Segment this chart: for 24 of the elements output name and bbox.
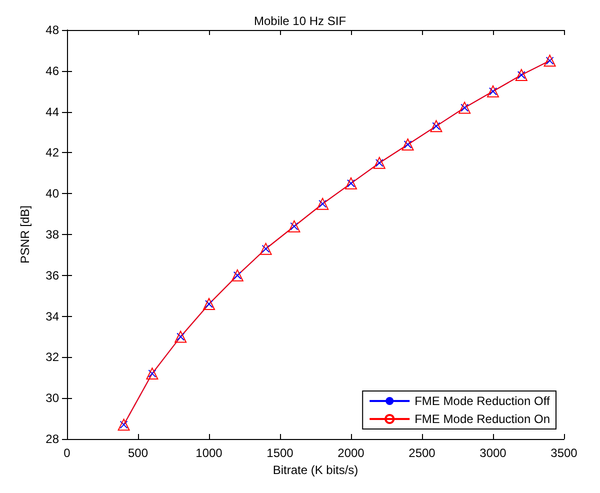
- x-tick-label: 2000: [338, 446, 365, 460]
- y-tick-label: 38: [46, 228, 60, 242]
- y-tick-label: 40: [46, 186, 60, 201]
- x-tick-label: 1000: [196, 446, 223, 460]
- legend-label: FME Mode Reduction On: [414, 412, 550, 426]
- x-tick-label: 3000: [480, 446, 507, 460]
- y-tick-label: 32: [46, 350, 60, 364]
- y-tick-label: 34: [46, 309, 60, 324]
- y-tick-label: 28: [46, 432, 60, 446]
- y-tick-label: 36: [46, 268, 60, 282]
- chart-title: Mobile 10 Hz SIF: [254, 14, 346, 28]
- x-tick-label: 3500: [550, 446, 578, 460]
- y-tick-label: 30: [46, 391, 60, 406]
- y-axis-title: PSNR [dB]: [18, 205, 32, 264]
- y-tick-label: 44: [46, 104, 60, 119]
- y-tick-label: 48: [46, 23, 60, 37]
- x-tick-label: 0: [64, 446, 71, 460]
- y-tick-label: 46: [46, 64, 60, 78]
- x-tick-label: 2500: [408, 446, 436, 460]
- y-tick-label: 42: [46, 146, 60, 160]
- x-axis-title: Bitrate (K bits/s): [272, 462, 358, 477]
- x-tick-label: 500: [128, 446, 148, 460]
- legend-label: FME Mode Reduction Off: [414, 394, 550, 408]
- x-tick-label: 1500: [266, 446, 294, 460]
